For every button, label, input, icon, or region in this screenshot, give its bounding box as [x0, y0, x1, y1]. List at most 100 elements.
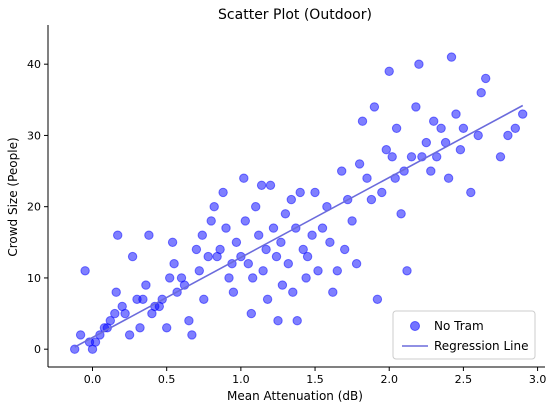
scatter-point	[262, 294, 273, 304]
scatter-point	[347, 216, 357, 226]
scatter-point	[301, 273, 311, 283]
scatter-point	[162, 323, 172, 333]
scatter-point	[381, 145, 391, 155]
scatter-point	[243, 259, 254, 269]
scatter-point	[138, 294, 148, 304]
scatter-point	[187, 330, 197, 340]
scatter-point	[268, 223, 279, 233]
scatter-point	[332, 266, 342, 276]
scatter-point	[271, 251, 282, 262]
scatter-point	[169, 259, 179, 269]
scatter-point	[191, 244, 202, 255]
scatter-point	[111, 287, 121, 297]
scatter-point	[113, 230, 123, 240]
y-tick-label: 10	[27, 272, 41, 285]
scatter-point	[105, 316, 116, 326]
scatter-point	[221, 223, 231, 233]
legend: No Tram Regression Line	[392, 310, 536, 360]
scatter-point	[357, 116, 368, 126]
scatter-point	[402, 266, 412, 276]
scatter-point	[135, 323, 145, 333]
scatter-point	[455, 145, 466, 155]
x-tick-label: 0.0	[84, 373, 102, 386]
y-tick-label: 40	[27, 58, 41, 71]
legend-label-no-tram: No Tram	[434, 319, 484, 333]
scatter-point	[421, 137, 431, 148]
scatter-point	[199, 294, 209, 304]
y-tick-label: 0	[34, 343, 41, 356]
scatter-point	[224, 273, 234, 283]
scatter-point	[458, 123, 469, 134]
scatter-point	[288, 287, 298, 297]
scatter-point	[124, 330, 135, 340]
scatter-point	[283, 259, 293, 269]
x-tick-label: 1.0	[232, 373, 250, 386]
scatter-point	[476, 88, 486, 98]
chart-title: Scatter Plot (Outdoor)	[218, 7, 372, 23]
scatter-point	[369, 102, 380, 112]
legend-label-regression: Regression Line	[434, 339, 528, 353]
scatter-point	[280, 209, 291, 219]
scatter-point	[429, 116, 439, 126]
y-tick-label: 30	[27, 129, 41, 142]
scatter-point	[167, 237, 178, 248]
scatter-point	[110, 308, 120, 319]
scatter-point	[209, 202, 219, 212]
scatter-point	[273, 316, 283, 326]
legend-box	[392, 310, 536, 360]
scatter-point	[377, 187, 387, 198]
x-axis-label: Mean Attenuation (dB)	[227, 389, 363, 403]
scatter-point	[70, 344, 80, 354]
scatter-point	[298, 244, 308, 255]
scatter-point	[406, 152, 417, 162]
scatter-point	[495, 152, 506, 162]
y-tick-label: 20	[27, 201, 41, 214]
scatter-point	[414, 59, 424, 69]
scatter-point	[354, 159, 365, 169]
regression-line	[74, 104, 524, 348]
scatter-point	[265, 180, 276, 191]
scatter-point	[436, 123, 446, 134]
scatter-point	[362, 173, 372, 183]
tick-labels: 0.0 0.5 1.0 1.5 2.0 2.5 3.0 0 10 20 30 40	[27, 58, 546, 386]
scatter-point	[292, 316, 302, 326]
scatter-point	[302, 251, 313, 262]
scatter-point	[372, 294, 383, 304]
scatter-point	[451, 109, 461, 119]
scatter-point	[231, 237, 242, 248]
scatter-point	[144, 230, 154, 240]
scatter-point	[165, 273, 175, 283]
scatter-point	[141, 280, 151, 290]
scatter-point	[366, 194, 377, 205]
scatter-point	[340, 244, 350, 255]
scatter-point	[240, 216, 251, 226]
scatter-point	[251, 202, 261, 212]
x-tick-label: 1.5	[306, 373, 324, 386]
x-tick-label: 2.0	[380, 373, 398, 386]
x-tick-label: 2.5	[455, 373, 473, 386]
legend-marker-no-tram	[410, 321, 420, 331]
scatter-point	[127, 251, 138, 262]
scatter-point	[518, 109, 528, 119]
scatter-point	[215, 244, 225, 255]
x-tick-label: 3.0	[529, 373, 547, 386]
scatter-point	[246, 308, 257, 319]
scatter-point	[277, 280, 288, 290]
scatter-point	[443, 173, 454, 183]
scatter-point	[391, 123, 402, 134]
scatter-point	[466, 187, 476, 198]
scatter-point	[325, 237, 335, 248]
scatter-point	[197, 230, 208, 240]
scatter-point	[254, 230, 264, 240]
y-axis-label: Crowd Size (People)	[6, 137, 20, 256]
scatter-point	[396, 209, 406, 219]
scatter-point	[90, 337, 101, 347]
scatter-point	[120, 308, 130, 319]
scatter-point	[276, 237, 286, 248]
scatter-point	[228, 287, 239, 297]
scatter-point	[75, 330, 86, 340]
plot-area	[70, 52, 528, 354]
scatter-point	[203, 251, 213, 262]
scatter-point	[446, 52, 457, 62]
scatter-point	[411, 102, 421, 112]
